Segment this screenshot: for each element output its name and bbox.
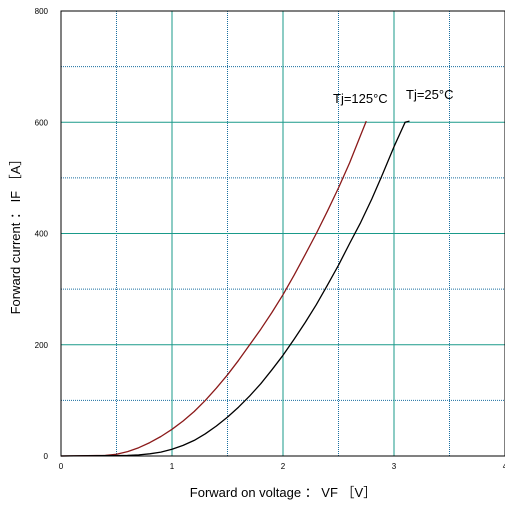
- x-tick-label: 4: [503, 462, 505, 471]
- x-tick-label: 0: [59, 462, 64, 471]
- y-tick-label: 200: [35, 341, 49, 350]
- series-label-tj25: Tj=25°C: [406, 87, 453, 102]
- x-tick-label: 1: [170, 462, 175, 471]
- y-tick-label: 400: [35, 230, 49, 239]
- x-tick-label: 3: [392, 462, 397, 471]
- series-line-tj25: [60, 120, 410, 457]
- x-ticks: 0 1 2 3 4: [59, 462, 505, 471]
- plot-frame: [60, 10, 505, 457]
- y-axis-label: Forward current ： IF ［A］: [8, 153, 23, 315]
- y-ticks: 0 200 400 600 800: [35, 7, 49, 461]
- y-tick-label: 600: [35, 118, 49, 127]
- x-axis-label: Forward on voltage ： VF ［V］: [190, 485, 376, 500]
- series-label-tj125: Tj=125°C: [333, 91, 388, 106]
- y-tick-label: 0: [44, 452, 49, 461]
- y-tick-label: 800: [35, 7, 49, 16]
- series-line-tj125: [60, 120, 367, 457]
- major-grid: [61, 11, 505, 456]
- x-tick-label: 2: [281, 462, 286, 471]
- series-lines: [60, 120, 410, 457]
